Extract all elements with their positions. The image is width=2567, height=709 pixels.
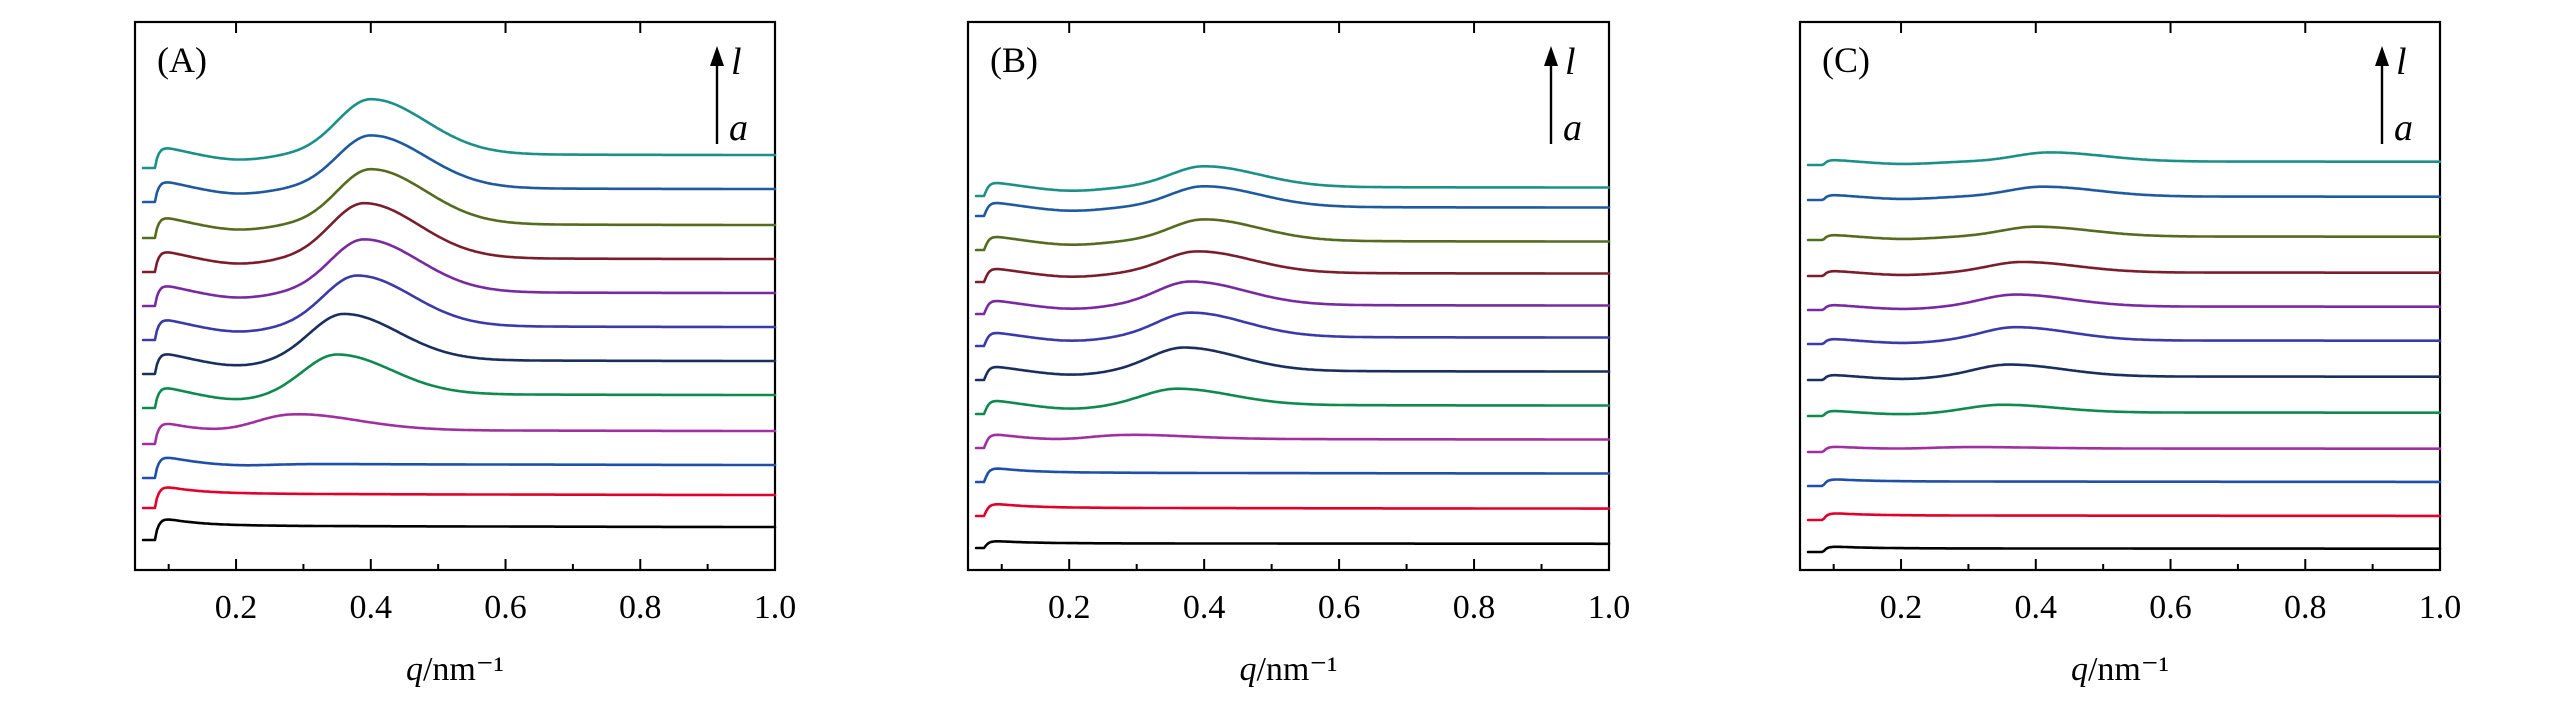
x-tick-label: 0.4: [1183, 589, 1226, 626]
curve-b: [974, 503, 1611, 518]
curve-k: [141, 134, 777, 204]
curve-f: [1806, 363, 2442, 382]
x-tick-label: 0.6: [2149, 589, 2192, 626]
arrow-label-bottom: a: [2394, 107, 2413, 149]
curve-c: [974, 467, 1611, 484]
x-tick-label: 1.0: [2419, 589, 2462, 626]
curve-g: [141, 274, 777, 342]
curve-l: [1806, 151, 2442, 167]
arrow-label-top: l: [731, 41, 742, 83]
curve-l: [974, 165, 1611, 198]
x-tick-label: 0.4: [2015, 589, 2058, 626]
curve-l: [141, 97, 777, 170]
curve-a: [1806, 545, 2442, 554]
curve-h: [974, 280, 1611, 316]
curve-a: [974, 540, 1611, 550]
curve-a: [141, 518, 777, 542]
x-tick-label: 0.6: [1318, 589, 1361, 626]
x-tick-label: 0.2: [1880, 589, 1923, 626]
curve-c: [141, 456, 777, 480]
curve-d: [974, 433, 1611, 450]
order-arrow-head: [2375, 46, 2389, 66]
x-axis-label: q/nm⁻¹: [406, 651, 504, 688]
panel-label: (B): [990, 40, 1038, 80]
plot-frame: [133, 20, 777, 572]
curve-g: [974, 311, 1611, 348]
panel-label: (A): [157, 40, 207, 80]
x-axis-label: q/nm⁻¹: [1239, 651, 1337, 688]
curve-b: [141, 486, 777, 510]
curve-h: [1806, 293, 2442, 312]
curve-e: [974, 387, 1611, 416]
x-axis-label: q/nm⁻¹: [2071, 651, 2169, 688]
curve-c: [1806, 478, 2442, 488]
x-tick-label: 0.2: [215, 589, 258, 626]
x-tick-label: 0.8: [619, 589, 662, 626]
plot-frame: [1798, 20, 2442, 572]
plot-frame: [966, 20, 1611, 572]
curve-j: [141, 167, 777, 240]
curve-g: [1806, 325, 2442, 346]
curve-j: [974, 218, 1611, 252]
curve-i: [974, 250, 1611, 284]
order-arrow-head: [710, 46, 724, 66]
x-tick-label: 0.8: [1453, 589, 1496, 626]
panel-c: 0.2 0.4 0.6 0.8 1.0 q/nm⁻¹ (C) la: [1798, 20, 2462, 688]
x-tick-label: 0.4: [350, 589, 393, 626]
x-tick-label: 0.6: [484, 589, 527, 626]
curve-e: [1806, 403, 2442, 418]
curve-i: [141, 201, 777, 274]
x-tick-label: 0.2: [1048, 589, 1091, 626]
x-tick-label: 1.0: [754, 589, 797, 626]
curve-e: [141, 353, 777, 410]
curve-k: [974, 185, 1611, 218]
panel-label: (C): [1822, 40, 1870, 80]
arrow-label-top: l: [2396, 41, 2407, 83]
curve-j: [1806, 225, 2442, 242]
curve-d: [1806, 445, 2442, 454]
arrow-label-bottom: a: [1563, 107, 1582, 149]
curve-i: [1806, 260, 2442, 278]
curve-f: [974, 346, 1611, 382]
panel-b: 0.2 0.4 0.6 0.8 1.0 q/nm⁻¹ (B) la: [966, 20, 1631, 688]
curve-b: [1806, 512, 2442, 522]
x-tick-label: 1.0: [1588, 589, 1631, 626]
arrow-label-bottom: a: [729, 107, 748, 149]
curve-k: [1806, 185, 2442, 202]
arrow-label-top: l: [1565, 41, 1576, 83]
curve-d: [141, 412, 777, 446]
panel-a: 0.2 0.4 0.6 0.8 1.0 q/nm⁻¹ (A) la: [133, 20, 797, 688]
x-tick-label: 0.8: [2284, 589, 2327, 626]
order-arrow-head: [1544, 46, 1558, 66]
curve-h: [141, 238, 777, 308]
curve-f: [141, 312, 777, 376]
